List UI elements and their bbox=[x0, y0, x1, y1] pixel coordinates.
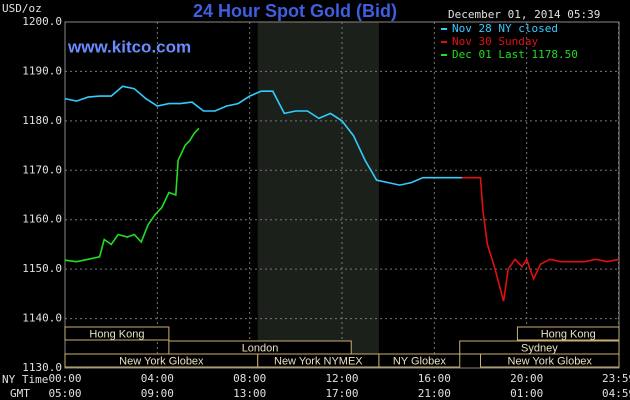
x-tick-label: 16:00 bbox=[418, 372, 451, 385]
session-box bbox=[64, 326, 170, 341]
x-tick-label: 08:00 bbox=[233, 372, 266, 385]
session-label: Hong Kong bbox=[541, 328, 596, 340]
x-tick-label: 00:00 bbox=[48, 372, 81, 385]
y-tick-label: 1180.0 bbox=[22, 114, 62, 127]
session-label: New York NYMEX bbox=[274, 355, 363, 367]
y-axis-label: USD/oz bbox=[2, 2, 42, 15]
x2-tick-label: 13:00 bbox=[233, 387, 266, 400]
timestamp: December 01, 2014 05:39 bbox=[448, 8, 600, 21]
session-label: NY Globex bbox=[393, 355, 446, 367]
x2-tick-label: 04:59 bbox=[602, 387, 630, 400]
x-tick-label: 12:00 bbox=[325, 372, 358, 385]
x2-tick-label: 09:00 bbox=[141, 387, 174, 400]
legend-label: Nov 28 NY closed bbox=[452, 22, 558, 35]
session-box bbox=[480, 353, 620, 368]
x2-tick-label: 05:00 bbox=[48, 387, 81, 400]
y-tick-label: 1190.0 bbox=[22, 64, 62, 77]
plot-frame bbox=[64, 21, 620, 369]
x-axis-label: NY Time bbox=[2, 373, 48, 386]
session-box bbox=[378, 353, 461, 368]
session-label: New York Globex bbox=[508, 355, 593, 367]
y-tick-label: 1160.0 bbox=[22, 213, 62, 226]
legend-label: Nov 30 Sunday bbox=[452, 35, 538, 48]
session-label: London bbox=[242, 342, 279, 354]
watermark: www.kitco.com bbox=[67, 37, 191, 56]
series-line bbox=[64, 85, 462, 186]
x2-tick-label: 17:00 bbox=[325, 387, 358, 400]
x-tick-label: 23:59 bbox=[602, 372, 630, 385]
y-tick-label: 1140.0 bbox=[22, 312, 62, 325]
y-tick-label: 1200.0 bbox=[22, 15, 62, 28]
session-label: New York Globex bbox=[119, 355, 204, 367]
x-tick-label: 20:00 bbox=[510, 372, 543, 385]
session-shade bbox=[257, 22, 379, 368]
x2-axis-label: GMT bbox=[10, 387, 30, 400]
y-tick-label: 1150.0 bbox=[22, 262, 62, 275]
background-layer bbox=[64, 21, 620, 369]
chart-title: 24 Hour Spot Gold (Bid) bbox=[193, 1, 397, 21]
session-box bbox=[516, 326, 620, 341]
legend-label: Dec 01 Last 1178.50 bbox=[452, 48, 578, 61]
x-tick-label: 04:00 bbox=[141, 372, 174, 385]
series-line bbox=[462, 176, 620, 302]
session-label: Hong Kong bbox=[89, 328, 144, 340]
session-label: Sydney bbox=[521, 342, 558, 354]
x2-tick-label: 01:00 bbox=[510, 387, 543, 400]
y-tick-label: 1130.0 bbox=[22, 361, 62, 374]
x2-tick-label: 21:00 bbox=[418, 387, 451, 400]
series-line bbox=[64, 127, 200, 263]
y-tick-label: 1170.0 bbox=[22, 163, 62, 176]
